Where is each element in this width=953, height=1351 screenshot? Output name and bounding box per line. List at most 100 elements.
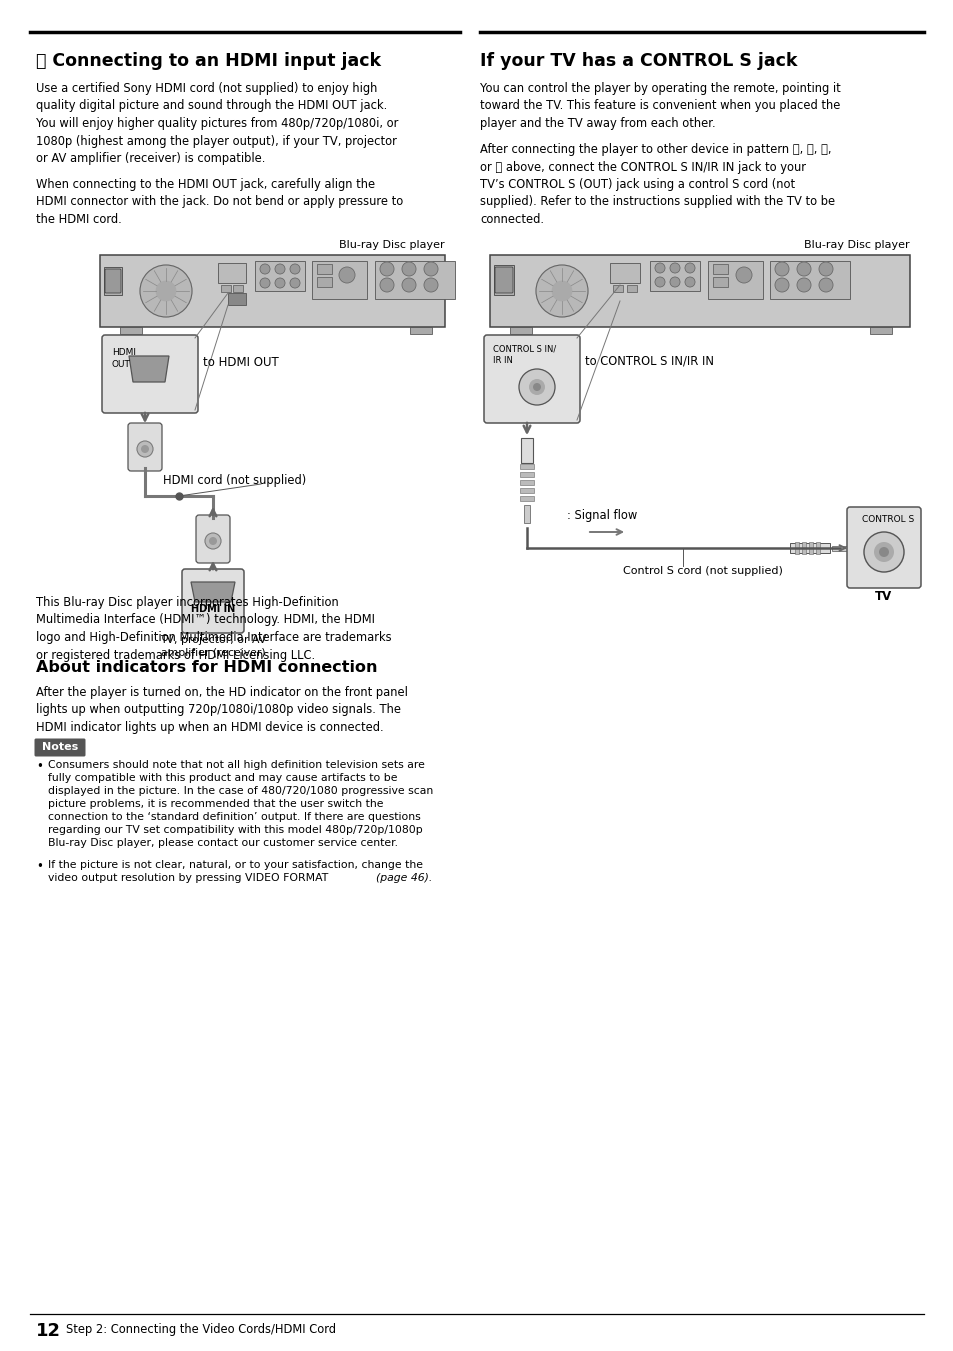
Circle shape (209, 536, 216, 544)
FancyBboxPatch shape (105, 269, 121, 293)
Circle shape (401, 262, 416, 276)
Circle shape (155, 281, 176, 301)
Circle shape (551, 281, 572, 301)
Circle shape (536, 265, 587, 317)
Circle shape (401, 278, 416, 292)
Circle shape (796, 262, 810, 276)
Polygon shape (191, 582, 234, 603)
Text: to CONTROL S IN/IR IN: to CONTROL S IN/IR IN (584, 354, 713, 367)
Text: Use a certified Sony HDMI cord (not supplied) to enjoy high
quality digital pict: Use a certified Sony HDMI cord (not supp… (36, 82, 398, 165)
Bar (609, 263, 639, 282)
Circle shape (669, 277, 679, 286)
FancyBboxPatch shape (34, 739, 86, 757)
Text: Blu-ray Disc player: Blu-ray Disc player (803, 240, 909, 250)
Polygon shape (129, 357, 169, 382)
FancyBboxPatch shape (100, 255, 444, 327)
Text: If the picture is not clear, natural, or to your satisfaction, change the
video : If the picture is not clear, natural, or… (48, 861, 422, 884)
Circle shape (290, 278, 299, 288)
Circle shape (141, 444, 149, 453)
Text: OUT: OUT (112, 359, 131, 369)
Bar (233, 285, 243, 292)
Text: TV: TV (875, 590, 892, 603)
Bar (712, 263, 727, 274)
Bar (519, 480, 534, 485)
Circle shape (684, 277, 695, 286)
Circle shape (796, 278, 810, 292)
Circle shape (669, 263, 679, 273)
Circle shape (774, 278, 788, 292)
Text: About indicators for HDMI connection: About indicators for HDMI connection (36, 661, 377, 676)
FancyBboxPatch shape (495, 267, 513, 293)
Bar (519, 488, 534, 493)
Text: Blu-ray Disc player: Blu-ray Disc player (339, 240, 444, 250)
Text: After the player is turned on, the HD indicator on the front panel
lights up whe: After the player is turned on, the HD in… (36, 686, 408, 734)
Circle shape (818, 262, 832, 276)
Circle shape (863, 532, 903, 571)
Text: ⓓ Connecting to an HDMI input jack: ⓓ Connecting to an HDMI input jack (36, 51, 380, 70)
FancyBboxPatch shape (846, 507, 920, 588)
Circle shape (274, 278, 285, 288)
Circle shape (290, 263, 299, 274)
Text: : Signal flow: : Signal flow (566, 509, 637, 521)
Bar (712, 277, 727, 286)
Circle shape (423, 278, 437, 292)
Bar (510, 327, 532, 334)
Circle shape (529, 380, 544, 394)
Bar (120, 327, 142, 334)
Bar (831, 546, 849, 551)
Text: CONTROL S IN/: CONTROL S IN/ (493, 345, 556, 353)
Bar (494, 265, 514, 295)
Text: •: • (36, 761, 43, 773)
Circle shape (818, 278, 832, 292)
Bar (626, 285, 637, 292)
Bar (316, 277, 332, 286)
Text: to HDMI OUT: to HDMI OUT (203, 357, 278, 369)
Text: 12: 12 (36, 1323, 61, 1340)
Bar (410, 327, 432, 334)
Bar (869, 327, 891, 334)
Bar (815, 542, 820, 554)
FancyBboxPatch shape (195, 515, 230, 563)
Text: When connecting to the HDMI OUT jack, carefully align the
HDMI connector with th: When connecting to the HDMI OUT jack, ca… (36, 178, 403, 226)
Text: Step 2: Connecting the Video Cords/HDMI Cord: Step 2: Connecting the Video Cords/HDMI … (66, 1323, 335, 1336)
Bar (104, 267, 122, 295)
Bar (794, 542, 799, 554)
Circle shape (274, 263, 285, 274)
Circle shape (140, 265, 192, 317)
Circle shape (338, 267, 355, 282)
Text: This Blu-ray Disc player incorporates High-Definition
Multimedia Interface (HDMI: This Blu-ray Disc player incorporates Hi… (36, 596, 392, 662)
Bar (523, 505, 530, 523)
Bar (707, 261, 762, 299)
Bar (312, 261, 367, 299)
FancyBboxPatch shape (483, 335, 579, 423)
Bar (375, 261, 455, 299)
FancyBboxPatch shape (490, 255, 909, 327)
FancyBboxPatch shape (182, 569, 244, 634)
Text: Control S cord (not supplied): Control S cord (not supplied) (622, 566, 782, 576)
Text: After connecting the player to other device in pattern Ⓐ, Ⓑ, Ⓒ,
or ⓓ above, conn: After connecting the player to other dev… (479, 143, 834, 226)
Bar (218, 263, 246, 282)
Circle shape (260, 263, 270, 274)
Text: You can control the player by operating the remote, pointing it
toward the TV. T: You can control the player by operating … (479, 82, 840, 130)
Circle shape (684, 263, 695, 273)
Circle shape (423, 262, 437, 276)
Text: If your TV has a CONTROL S jack: If your TV has a CONTROL S jack (479, 51, 797, 70)
FancyBboxPatch shape (102, 335, 198, 413)
Bar (789, 543, 829, 553)
Text: •: • (36, 861, 43, 873)
Bar (519, 463, 534, 469)
Circle shape (655, 263, 664, 273)
Bar (769, 261, 849, 299)
Bar (519, 471, 534, 477)
Bar (519, 496, 534, 501)
Circle shape (379, 262, 394, 276)
Circle shape (873, 542, 893, 562)
Text: (page 46).: (page 46). (375, 873, 432, 884)
Bar (228, 293, 246, 305)
Text: HDMI: HDMI (112, 349, 136, 357)
Text: Consumers should note that not all high definition television sets are
fully com: Consumers should note that not all high … (48, 761, 433, 848)
Circle shape (533, 382, 540, 390)
Bar (649, 261, 700, 290)
Circle shape (518, 369, 555, 405)
Bar (221, 285, 231, 292)
